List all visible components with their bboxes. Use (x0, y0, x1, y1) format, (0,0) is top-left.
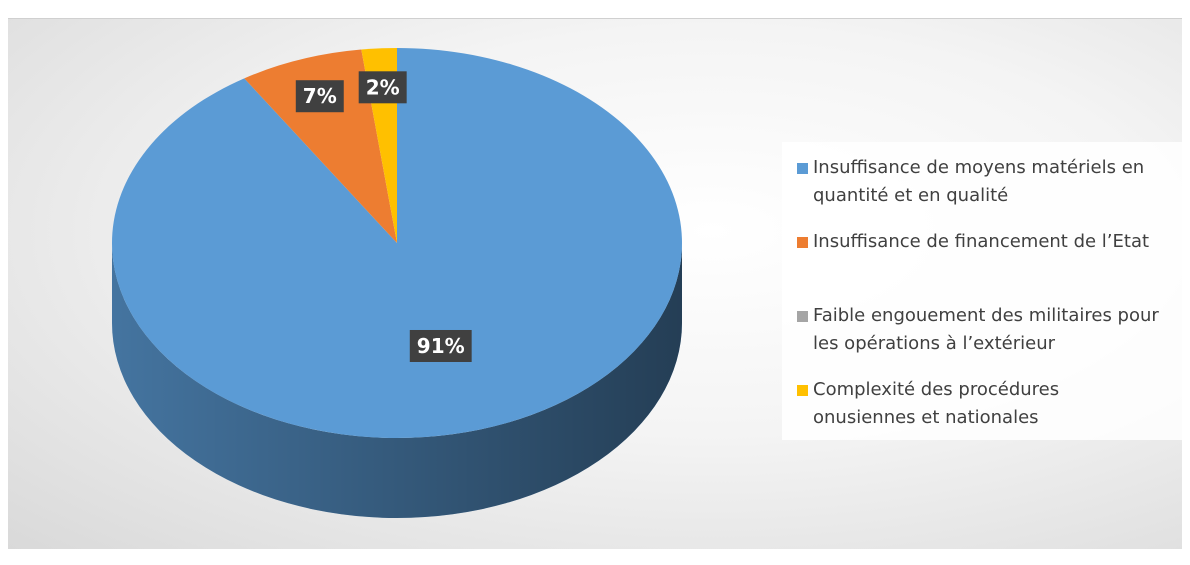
legend-item: Faible engouement des militaires pour le… (797, 302, 1167, 358)
legend-swatch (797, 237, 808, 248)
data-label: 2% (366, 75, 400, 99)
data-label: 7% (303, 84, 337, 108)
legend-label: Complexité des procédures onusiennes et … (813, 379, 1060, 428)
data-label-box (358, 71, 407, 104)
slice-side-shade (112, 243, 682, 518)
legend-swatch (797, 385, 808, 396)
legend-label: Insuffisance de financement de l’Etat (813, 231, 1150, 252)
data-label-box (295, 80, 344, 113)
slice (112, 48, 683, 438)
data-label: 91% (417, 334, 465, 358)
data-label-box (409, 329, 472, 362)
legend-item: Insuffisance de moyens matériels en quan… (797, 154, 1167, 210)
legend-swatch (797, 311, 808, 322)
legend-label: Insuffisance de moyens matériels en quan… (813, 157, 1145, 206)
legend-item: Insuffisance de financement de l’Etat (797, 228, 1167, 256)
legend-swatch (797, 163, 808, 174)
legend: Insuffisance de moyens matériels en quan… (782, 142, 1182, 440)
legend-item: Complexité des procédures onusiennes et … (797, 376, 1167, 432)
legend-label: Faible engouement des militaires pour le… (813, 305, 1159, 354)
